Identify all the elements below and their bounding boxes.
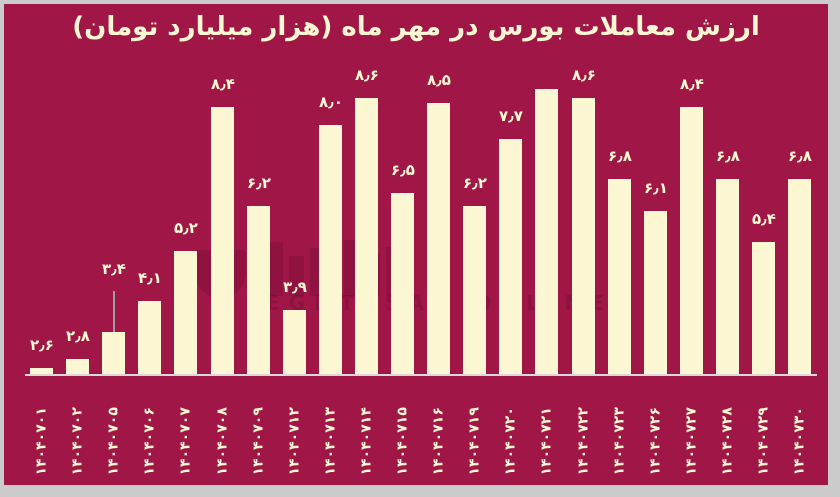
x-tick-label: ۱۴۰۴۰۷۲۰ — [502, 407, 519, 476]
chart-title: ارزش معاملات بورس در مهر ماه (هزار میلیا… — [72, 12, 760, 42]
bar-value-label: ۶٫۸ — [788, 147, 812, 165]
x-tick-label: ۱۴۰۴۰۷۱۵ — [394, 407, 411, 476]
bar-value-label: ۳٫۹ — [283, 278, 307, 296]
bar-value-label: ۲٫۸ — [66, 327, 90, 345]
bar-value-label: ۸٫۵ — [427, 71, 451, 89]
x-tick-label: ۱۴۰۴۰۷۰۷ — [177, 407, 194, 476]
x-tick-label: ۱۴۰۴۰۷۱۴ — [358, 407, 375, 476]
bar — [30, 368, 53, 375]
bar-value-label: ۶٫۸ — [716, 147, 740, 165]
bar-value-label: ۶٫۲ — [247, 174, 271, 192]
bar — [572, 98, 595, 375]
watermark-logo-bar — [268, 242, 283, 296]
bar — [102, 332, 125, 375]
x-tick-label: ۱۴۰۴۰۷۰۱ — [33, 407, 50, 476]
x-tick-label: ۱۴۰۴۰۷۲۲ — [575, 407, 592, 476]
x-tick-label: ۱۴۰۴۰۷۰۲ — [69, 407, 86, 476]
x-tick-label: ۱۴۰۴۰۷۱۹ — [466, 407, 483, 476]
x-tick-label: ۱۴۰۴۰۷۲۸ — [719, 407, 736, 476]
x-tick-label: ۱۴۰۴۰۷۰۸ — [214, 407, 231, 476]
bar-value-label: ۶٫۲ — [463, 174, 487, 192]
bar-value-label: ۸٫۶ — [355, 66, 379, 84]
bar-value-label: ۸٫۴ — [680, 75, 704, 93]
bar — [752, 242, 775, 375]
bar-value-label: ۶٫۸ — [608, 147, 632, 165]
x-tick-label: ۱۴۰۴۰۷۲۳ — [611, 407, 628, 476]
chart-canvas: ارزش معاملات بورس در مهر ماه (هزار میلیا… — [4, 4, 828, 485]
bar — [427, 103, 450, 375]
bar-value-label: ۳٫۴ — [102, 260, 126, 278]
bar — [319, 125, 342, 375]
x-axis-line — [25, 374, 817, 376]
bar-value-label: ۸٫۰ — [319, 93, 343, 111]
bar-value-label: ۸٫۴ — [211, 75, 235, 93]
bar-value-label: ۸٫۶ — [572, 66, 596, 84]
x-tick-label: ۱۴۰۴۰۷۱۳ — [322, 407, 339, 476]
bar — [463, 206, 486, 375]
x-tick-label: ۱۴۰۴۰۷۲۶ — [647, 407, 664, 476]
bar — [355, 98, 378, 375]
bar — [644, 211, 667, 375]
bar — [535, 89, 558, 375]
bar-value-label: ۵٫۲ — [174, 219, 198, 237]
bar — [680, 107, 703, 375]
bar-value-label: ۵٫۴ — [752, 210, 776, 228]
bar — [391, 193, 414, 375]
watermark-logo-bar — [289, 256, 304, 296]
bar-value-label: ۲٫۶ — [30, 336, 54, 354]
bar — [211, 107, 234, 375]
bar — [788, 179, 811, 375]
bar — [174, 251, 197, 375]
leader-line — [113, 291, 115, 332]
bar — [499, 139, 522, 375]
x-tick-label: ۱۴۰۴۰۷۱۲ — [286, 407, 303, 476]
bar-value-label: ۷٫۷ — [499, 107, 523, 125]
x-tick-label: ۱۴۰۴۰۷۰۹ — [250, 407, 267, 476]
x-tick-label: ۱۴۰۴۰۷۳۰ — [791, 407, 808, 476]
x-tick-label: ۱۴۰۴۰۷۲۹ — [755, 407, 772, 476]
bar — [138, 301, 161, 375]
x-tick-label: ۱۴۰۴۰۷۰۶ — [141, 407, 158, 476]
bar-value-label: ۶٫۱ — [644, 179, 668, 197]
bar-value-label: ۶٫۵ — [391, 161, 415, 179]
bar — [716, 179, 739, 375]
bar — [247, 206, 270, 375]
x-tick-label: ۱۴۰۴۰۷۰۵ — [105, 407, 122, 476]
x-tick-label: ۱۴۰۴۰۷۱۶ — [430, 407, 447, 476]
x-tick-label: ۱۴۰۴۰۷۲۷ — [683, 407, 700, 476]
bar — [283, 310, 306, 375]
bar-value-label: ۴٫۱ — [138, 269, 162, 287]
bar — [608, 179, 631, 375]
x-tick-label: ۱۴۰۴۰۷۲۱ — [538, 407, 555, 476]
bar — [66, 359, 89, 375]
